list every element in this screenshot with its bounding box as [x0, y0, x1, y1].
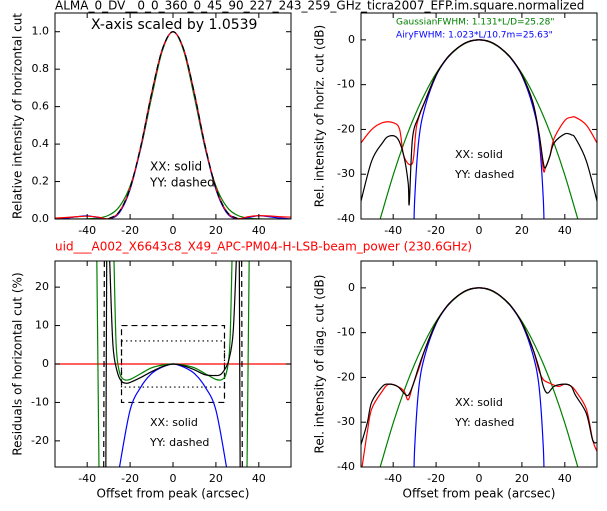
series-line — [361, 287, 597, 445]
x-tick-label: -40 — [78, 224, 96, 237]
y-tick-label: -40 — [337, 212, 355, 225]
x-tick-label: 20 — [209, 224, 223, 237]
y-tick-label: -20 — [337, 370, 355, 383]
y-tick-label: -40 — [337, 460, 355, 473]
series-line — [361, 39, 597, 206]
y-tick-label: -10 — [337, 326, 355, 339]
figure-subtitle: uid___A002_X6643c8_X49_APC-PM04-H-LSB-be… — [55, 240, 472, 254]
x-tick-label: -20 — [121, 224, 139, 237]
series-line — [103, 261, 243, 467]
x-tick-label: 20 — [209, 472, 223, 485]
annotation: XX: solid — [455, 148, 503, 161]
x-tick-label: 40 — [252, 224, 266, 237]
x-tick-label: 0 — [170, 224, 177, 237]
y-tick-label: 0 — [42, 357, 49, 370]
x-tick-label: 20 — [515, 472, 529, 485]
y-tick-label: 0.0 — [32, 212, 50, 225]
y-tick-label: 0.2 — [32, 175, 50, 188]
annotation: XX: solid — [455, 396, 503, 409]
y-tick-label: -20 — [337, 122, 355, 135]
x-tick-label: 40 — [252, 472, 266, 485]
y-tick-label: -20 — [31, 434, 49, 447]
x-tick-label: -20 — [121, 472, 139, 485]
series-line — [108, 31, 238, 219]
y-axis-label: Relative intensity of horizontal cut — [11, 13, 25, 219]
plot-area — [361, 39, 597, 219]
x-tick-label: -40 — [384, 472, 402, 485]
plot-area — [55, 261, 291, 467]
y-tick-label: 0.6 — [32, 100, 50, 113]
annotation: GaussianFWHM: 1.131*L/D=25.28" — [396, 18, 554, 28]
x-tick-label: -40 — [78, 472, 96, 485]
annotation: X-axis scaled by 1.0539 — [91, 17, 257, 33]
x-tick-label: 0 — [476, 472, 483, 485]
annotation: YY: dashed — [454, 168, 514, 181]
y-axis-label: Rel. intensity of horiz. cut (dB) — [313, 25, 327, 207]
annotation: XX: solid — [150, 160, 202, 174]
annotation: XX: solid — [150, 416, 198, 429]
y-tick-label: -30 — [337, 415, 355, 428]
x-tick-label: 40 — [558, 472, 572, 485]
x-tick-label: -40 — [384, 224, 402, 237]
x-tick-label: -20 — [427, 472, 445, 485]
y-tick-label: -10 — [31, 395, 49, 408]
y-tick-label: 0.4 — [32, 137, 50, 150]
x-tick-label: 0 — [476, 224, 483, 237]
annotation: YY: dashed — [149, 436, 209, 449]
plot-area — [55, 31, 291, 219]
x-tick-label: -20 — [427, 224, 445, 237]
y-tick-label: -30 — [337, 167, 355, 180]
y-tick-label: 20 — [35, 280, 49, 293]
y-axis-label: Residuals of horizontal cut (%) — [11, 272, 25, 455]
y-tick-label: 0.8 — [32, 62, 50, 75]
x-tick-label: 40 — [558, 224, 572, 237]
y-tick-label: 0 — [348, 281, 355, 294]
figure-title: ALMA_0_DV__0_0_360_0_45_90_227_243_259_G… — [55, 0, 584, 13]
y-axis-label: Rel. intensity of diag. cut (dB) — [313, 275, 327, 454]
x-tick-label: 0 — [170, 472, 177, 485]
y-tick-label: 10 — [35, 319, 49, 332]
series-line — [105, 261, 241, 467]
annotation: AiryFWHM: 1.023*L/10.7m=25.63" — [396, 31, 553, 41]
annotation: YY: dashed — [149, 176, 215, 190]
y-tick-label: -10 — [337, 78, 355, 91]
annotation: YY: dashed — [454, 416, 514, 429]
y-tick-label: 0 — [348, 33, 355, 46]
x-axis-label: Offset from peak (arcsec) — [97, 487, 250, 501]
x-axis-label: Offset from peak (arcsec) — [403, 487, 556, 501]
x-tick-label: 20 — [515, 224, 529, 237]
y-tick-label: 1.0 — [32, 25, 50, 38]
plot-area — [361, 287, 597, 467]
